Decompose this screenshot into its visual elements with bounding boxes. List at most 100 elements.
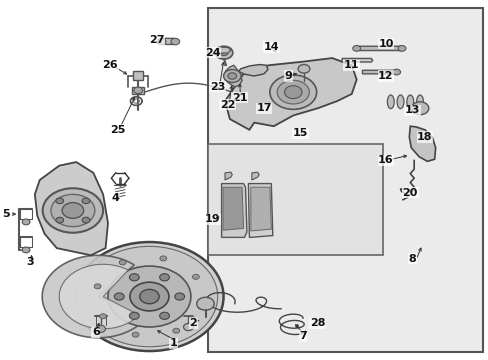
Text: 19: 19	[204, 215, 220, 224]
Text: 12: 12	[377, 71, 393, 81]
Circle shape	[130, 282, 168, 311]
Circle shape	[81, 246, 217, 347]
Circle shape	[223, 69, 241, 82]
Polygon shape	[250, 187, 271, 231]
Circle shape	[220, 50, 227, 55]
Circle shape	[114, 293, 124, 300]
Polygon shape	[358, 46, 402, 50]
Circle shape	[174, 293, 184, 300]
Text: 25: 25	[110, 125, 125, 135]
Polygon shape	[224, 58, 356, 130]
Polygon shape	[35, 162, 108, 255]
Polygon shape	[224, 65, 242, 87]
Text: 22: 22	[219, 100, 235, 110]
Circle shape	[22, 247, 30, 253]
Circle shape	[94, 284, 101, 289]
Circle shape	[269, 75, 316, 109]
Polygon shape	[163, 39, 176, 44]
Circle shape	[284, 86, 302, 99]
Text: 14: 14	[263, 42, 279, 52]
Text: 3: 3	[26, 257, 34, 267]
Text: 21: 21	[231, 93, 247, 103]
Circle shape	[215, 46, 232, 59]
Text: 4: 4	[111, 193, 119, 203]
Circle shape	[62, 203, 83, 219]
Circle shape	[157, 39, 165, 45]
Ellipse shape	[386, 95, 393, 109]
Circle shape	[75, 242, 223, 351]
Text: 17: 17	[256, 103, 271, 113]
Circle shape	[108, 266, 190, 327]
Circle shape	[56, 198, 63, 204]
Bar	[207, 8, 483, 352]
Text: 20: 20	[402, 188, 417, 198]
Circle shape	[132, 332, 139, 337]
Circle shape	[51, 194, 95, 226]
Bar	[207, 144, 383, 255]
Text: 13: 13	[404, 105, 420, 115]
Circle shape	[82, 198, 90, 204]
Text: 15: 15	[292, 129, 307, 138]
Circle shape	[172, 328, 179, 333]
Text: 2: 2	[189, 319, 197, 328]
Text: 5: 5	[2, 209, 9, 219]
Circle shape	[160, 312, 169, 319]
Circle shape	[196, 297, 214, 310]
Circle shape	[397, 45, 405, 51]
Ellipse shape	[406, 95, 413, 109]
Polygon shape	[217, 47, 230, 53]
Text: 28: 28	[309, 319, 325, 328]
Text: 27: 27	[149, 35, 164, 45]
Circle shape	[119, 260, 126, 265]
Circle shape	[56, 217, 63, 223]
Circle shape	[160, 256, 166, 261]
Text: 9: 9	[284, 71, 292, 81]
Text: 26: 26	[102, 60, 118, 70]
Text: 6: 6	[92, 327, 100, 337]
Circle shape	[277, 80, 309, 104]
Polygon shape	[238, 64, 267, 76]
Text: 18: 18	[416, 132, 432, 142]
Circle shape	[192, 274, 199, 279]
Circle shape	[170, 39, 179, 45]
Polygon shape	[341, 58, 372, 62]
Text: 23: 23	[209, 82, 225, 92]
Ellipse shape	[416, 95, 423, 109]
Circle shape	[227, 73, 236, 79]
Text: 16: 16	[377, 155, 393, 165]
Circle shape	[140, 289, 159, 304]
Circle shape	[198, 304, 204, 309]
Circle shape	[160, 274, 169, 281]
Text: 10: 10	[377, 39, 393, 49]
Polygon shape	[224, 172, 232, 180]
Text: 24: 24	[204, 48, 220, 58]
Circle shape	[100, 314, 106, 319]
Polygon shape	[362, 70, 397, 74]
Polygon shape	[251, 172, 259, 180]
Ellipse shape	[396, 95, 403, 109]
Circle shape	[392, 69, 400, 75]
Polygon shape	[59, 264, 139, 329]
Polygon shape	[132, 87, 144, 94]
Polygon shape	[42, 255, 146, 338]
Circle shape	[298, 64, 309, 73]
Circle shape	[134, 87, 142, 94]
Circle shape	[96, 325, 105, 332]
Polygon shape	[408, 126, 435, 161]
Bar	[133, 71, 143, 80]
Circle shape	[352, 45, 360, 51]
Polygon shape	[248, 184, 272, 237]
Circle shape	[183, 323, 193, 330]
Circle shape	[42, 188, 103, 233]
Text: 11: 11	[344, 60, 359, 70]
Circle shape	[410, 102, 428, 115]
Circle shape	[129, 312, 139, 319]
Circle shape	[22, 219, 30, 225]
Text: 1: 1	[170, 338, 177, 348]
Circle shape	[82, 217, 90, 223]
Circle shape	[129, 274, 139, 281]
Polygon shape	[223, 187, 243, 230]
Polygon shape	[221, 184, 246, 237]
Text: 7: 7	[299, 331, 306, 341]
Text: 8: 8	[408, 254, 416, 264]
